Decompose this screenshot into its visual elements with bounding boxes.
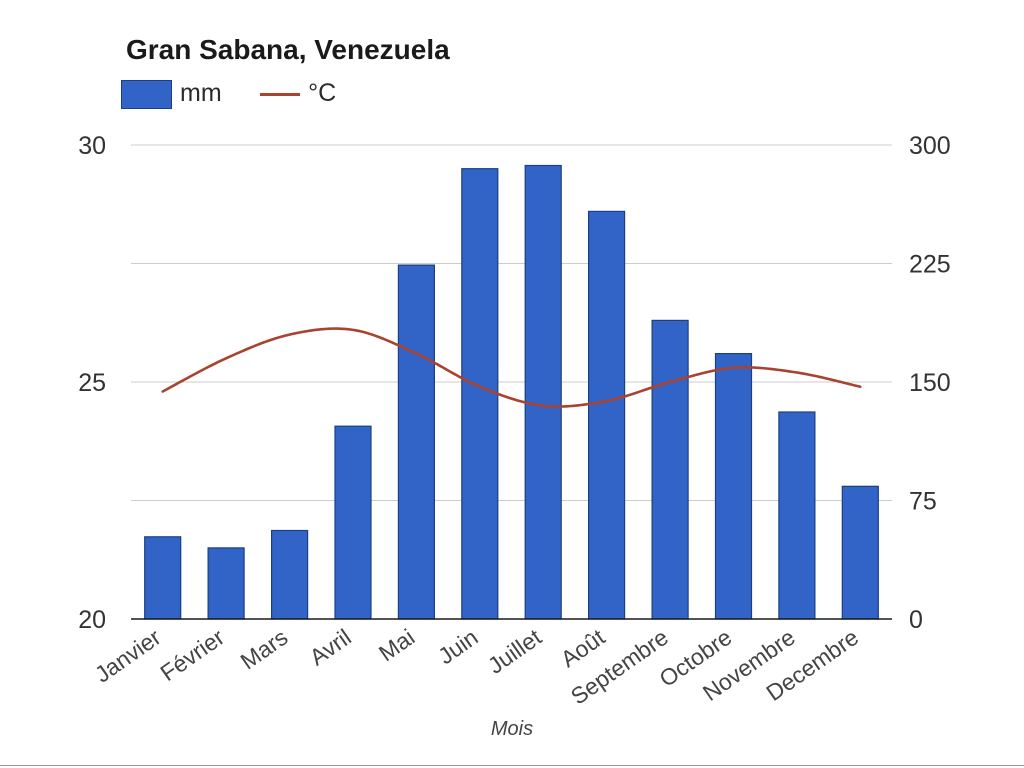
svg-text:75: 75 <box>909 488 937 516</box>
svg-text:Avril: Avril <box>305 624 356 671</box>
svg-text:Juin: Juin <box>433 624 482 670</box>
svg-text:Février: Février <box>155 624 229 687</box>
svg-text:Mai: Mai <box>374 624 419 667</box>
svg-text:150: 150 <box>909 369 951 397</box>
svg-text:30: 30 <box>78 132 106 160</box>
svg-text:Mars: Mars <box>236 624 293 675</box>
svg-text:0: 0 <box>909 606 923 634</box>
svg-text:300: 300 <box>909 132 951 160</box>
svg-text:20: 20 <box>78 606 106 634</box>
svg-text:25: 25 <box>78 369 106 397</box>
svg-text:225: 225 <box>909 251 951 279</box>
svg-text:Juillet: Juillet <box>483 623 547 678</box>
